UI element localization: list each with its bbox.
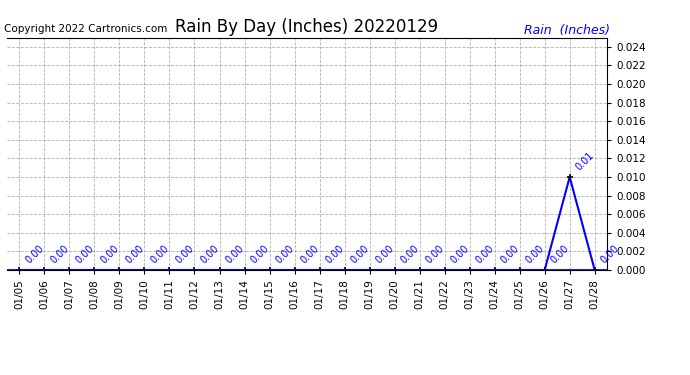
- Text: 0.00: 0.00: [599, 244, 621, 266]
- Text: 0.00: 0.00: [348, 244, 371, 266]
- Text: 0.00: 0.00: [524, 244, 546, 266]
- Text: 0.00: 0.00: [48, 244, 71, 266]
- Text: 0.00: 0.00: [474, 244, 496, 266]
- Text: Rain  (Inches): Rain (Inches): [524, 24, 610, 36]
- Text: 0.00: 0.00: [74, 244, 96, 266]
- Title: Rain By Day (Inches) 20220129: Rain By Day (Inches) 20220129: [175, 18, 439, 36]
- Text: Copyright 2022 Cartronics.com: Copyright 2022 Cartronics.com: [4, 24, 167, 33]
- Text: 0.00: 0.00: [148, 244, 171, 266]
- Text: 0.01: 0.01: [574, 151, 596, 173]
- Text: 0.00: 0.00: [23, 244, 46, 266]
- Text: 0.00: 0.00: [174, 244, 196, 266]
- Text: 0.00: 0.00: [299, 244, 321, 266]
- Text: 0.00: 0.00: [324, 244, 346, 266]
- Text: 0.00: 0.00: [399, 244, 421, 266]
- Text: 0.00: 0.00: [274, 244, 296, 266]
- Text: 0.00: 0.00: [448, 244, 471, 266]
- Text: 0.00: 0.00: [374, 244, 396, 266]
- Text: 0.00: 0.00: [549, 244, 571, 266]
- Text: 0.00: 0.00: [224, 244, 246, 266]
- Text: 0.00: 0.00: [499, 244, 521, 266]
- Text: 0.00: 0.00: [99, 244, 121, 266]
- Text: 0.00: 0.00: [199, 244, 221, 266]
- Text: 0.00: 0.00: [124, 244, 146, 266]
- Text: 0.00: 0.00: [248, 244, 271, 266]
- Text: 0.00: 0.00: [424, 244, 446, 266]
